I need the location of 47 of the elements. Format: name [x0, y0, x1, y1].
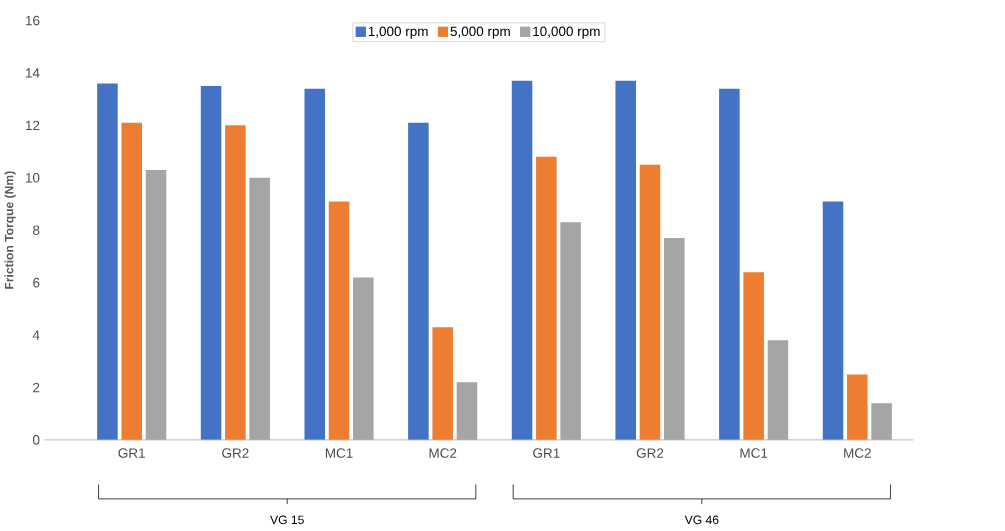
bar [121, 123, 142, 441]
bar [664, 238, 685, 441]
text: VG 46 [684, 515, 719, 525]
y-tick-label: 0 [32, 435, 40, 445]
bar [847, 374, 868, 441]
y-tick-label: 6 [33, 278, 40, 288]
bar [743, 272, 764, 441]
y-tick-label: 10 [25, 173, 40, 183]
legend-label: 10,000 rpm [533, 26, 600, 40]
bar [719, 88, 740, 441]
bar [822, 201, 844, 441]
x-tick-label: GR1 [533, 448, 560, 459]
x-tick-label: MC2 [429, 448, 457, 459]
bar [304, 88, 326, 441]
x-tick-label: MC1 [740, 448, 768, 459]
bar [97, 83, 118, 441]
y-axis-title: Friction Torque (Nm) [4, 171, 16, 290]
x-tick-label: MC1 [325, 448, 353, 459]
bar [871, 403, 892, 441]
bar [511, 81, 533, 441]
bar [145, 170, 167, 441]
bar [249, 178, 270, 441]
bar [536, 157, 557, 441]
y-tick-label: 8 [33, 225, 40, 236]
x-tick-label: GR1 [118, 448, 145, 459]
bar [353, 277, 374, 441]
bar [200, 86, 222, 441]
y-tick-label: 14 [25, 68, 40, 78]
bar [225, 125, 246, 441]
y-tick-label: 16 [25, 16, 40, 26]
y-tick-label: 12 [25, 120, 40, 131]
legend-label: 5,000 rpm [450, 26, 510, 40]
y-tick-label: 4 [32, 330, 40, 340]
x-tick-label: GR2 [222, 448, 249, 459]
bar [456, 382, 478, 441]
bar [328, 201, 350, 441]
text: VG 15 [270, 515, 304, 525]
x-tick-label: MC2 [844, 448, 871, 459]
bar [432, 327, 453, 441]
legend-label: 1,000 rpm [368, 26, 428, 40]
bar [408, 123, 429, 441]
bar [560, 222, 581, 441]
bar [639, 164, 661, 441]
bar [767, 340, 789, 441]
bar [615, 81, 636, 441]
y-tick-label: 2 [33, 383, 40, 393]
x-tick-label: GR2 [636, 448, 664, 459]
